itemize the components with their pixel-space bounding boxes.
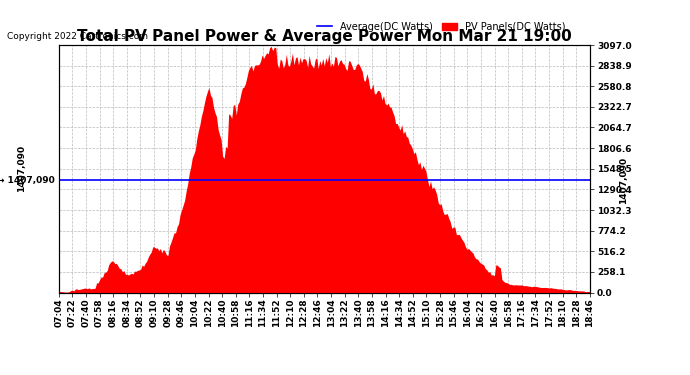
Text: 1407,090: 1407,090 — [17, 145, 26, 192]
Text: 1407,090: 1407,090 — [619, 156, 628, 204]
Legend: Average(DC Watts), PV Panels(DC Watts): Average(DC Watts), PV Panels(DC Watts) — [313, 18, 569, 36]
Text: → 1407,090: → 1407,090 — [0, 176, 55, 184]
Text: Copyright 2022 Cartronics.com: Copyright 2022 Cartronics.com — [7, 32, 148, 41]
Title: Total PV Panel Power & Average Power Mon Mar 21 19:00: Total PV Panel Power & Average Power Mon… — [77, 29, 572, 44]
